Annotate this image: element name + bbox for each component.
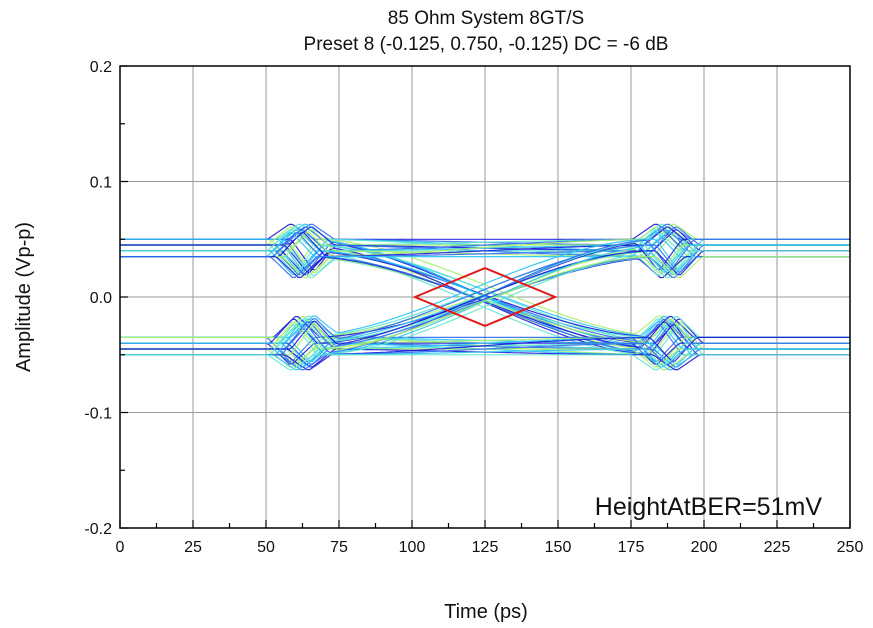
- x-tick-label: 50: [257, 539, 275, 556]
- x-axis-label: Time (ps): [444, 601, 528, 623]
- y-tick-label: -0.2: [84, 521, 112, 538]
- chart-title: 85 Ohm System 8GT/S: [388, 8, 584, 29]
- y-tick-label: 0.0: [90, 290, 112, 307]
- height-at-ber-annotation: HeightAtBER=51mV: [595, 493, 823, 521]
- x-tick-label: 175: [618, 539, 645, 556]
- eye-trace: [120, 354, 850, 371]
- axis-ticks: [119, 65, 851, 529]
- x-tick-label: 225: [764, 539, 791, 556]
- eye-mask: [412, 267, 558, 327]
- eye-traces: [120, 223, 850, 371]
- x-tick-label: 125: [472, 539, 499, 556]
- y-tick-label: 0.1: [90, 175, 112, 192]
- y-tick-label: -0.1: [84, 406, 112, 423]
- y-tick-label: 0.2: [90, 59, 112, 76]
- chart-subtitle: Preset 8 (-0.125, 0.750, -0.125) DC = -6…: [304, 34, 669, 55]
- x-tick-label: 200: [691, 539, 718, 556]
- x-tick-label: 100: [399, 539, 426, 556]
- x-tick-label: 150: [545, 539, 572, 556]
- y-tick-labels: 0.2 0.1 0.0 -0.1 -0.2: [84, 59, 112, 538]
- x-tick-label: 75: [330, 539, 348, 556]
- x-tick-label: 25: [184, 539, 202, 556]
- x-tick-label: 250: [837, 539, 864, 556]
- x-tick-labels: 0 25 50 75 100 125 150 175 200 225 250: [116, 539, 864, 556]
- y-axis-label: Amplitude (Vp-p): [13, 222, 35, 372]
- x-tick-label: 0: [116, 539, 125, 556]
